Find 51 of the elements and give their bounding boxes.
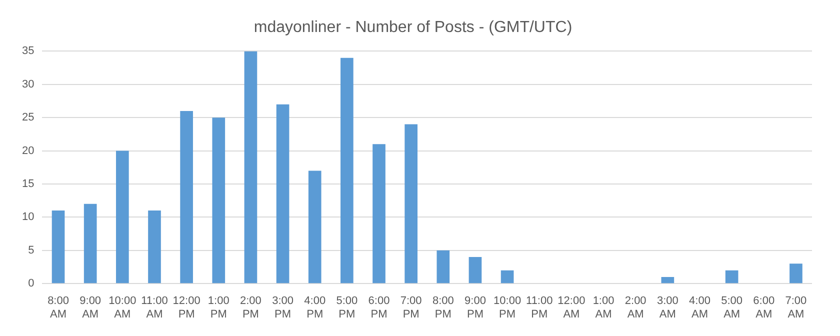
bar	[661, 276, 674, 284]
y-tick-label: 0	[28, 278, 34, 290]
x-tick-label: 3:00 AM	[656, 295, 678, 320]
bar	[500, 270, 514, 284]
x-tick-label: 4:00 AM	[689, 295, 710, 320]
y-tick-label: 10	[22, 211, 34, 224]
x-tick-label: 12:00 AM	[558, 295, 586, 320]
y-tick-label: 30	[22, 78, 34, 90]
bar	[116, 150, 129, 284]
bar	[790, 264, 802, 284]
bar	[276, 104, 290, 284]
x-tick-label: 1:00 AM	[592, 295, 614, 320]
x-tick-label: 10:00 PM	[494, 295, 522, 320]
x-tick-label: 10:00 AM	[108, 295, 136, 320]
bar	[372, 144, 386, 284]
y-tick-label: 20	[22, 144, 34, 157]
y-tick-label: 5	[28, 244, 34, 256]
x-tick-label: 4:00 PM	[304, 295, 326, 320]
y-tick-label: 15	[22, 178, 34, 190]
x-tick-label: 7:00 AM	[785, 295, 807, 320]
bar	[308, 170, 322, 284]
chart-title: mdayonliner - Number of Posts - (GMT/UTC)	[254, 19, 572, 36]
bar	[180, 110, 193, 284]
bar	[340, 58, 354, 284]
x-tick-label: 9:00 PM	[464, 295, 486, 320]
x-tick-label: 8:00 AM	[48, 295, 69, 320]
bar	[468, 257, 482, 284]
x-tick-label: 9:00 AM	[80, 295, 102, 320]
bar	[52, 210, 65, 284]
bar	[404, 124, 418, 284]
x-tick-label: 7:00 PM	[400, 295, 422, 320]
x-tick-label: 5:00 AM	[721, 295, 743, 320]
x-tick-label: 2:00 AM	[624, 295, 646, 320]
x-tick-label: 3:00 PM	[272, 295, 294, 320]
x-tick-label: 6:00 AM	[753, 295, 775, 320]
x-tick-label: 12:00 PM	[172, 295, 200, 320]
x-tick-label: 5:00 PM	[336, 295, 358, 320]
x-tick-label: 2:00 PM	[240, 295, 262, 320]
bar	[148, 210, 161, 284]
y-tick-label: 35	[22, 45, 34, 58]
bar	[725, 270, 738, 284]
bar	[84, 204, 97, 284]
y-tick-label: 25	[22, 112, 34, 124]
bar	[244, 51, 258, 284]
x-tick-label: 8:00 PM	[432, 295, 454, 320]
bar	[436, 250, 450, 284]
x-tick-label: 11:00 PM	[526, 295, 553, 320]
x-tick-label: 1:00 PM	[208, 295, 230, 320]
x-tick-label: 11:00 AM	[141, 295, 168, 320]
bar	[212, 118, 226, 284]
x-tick-label: 6:00 PM	[368, 295, 390, 320]
